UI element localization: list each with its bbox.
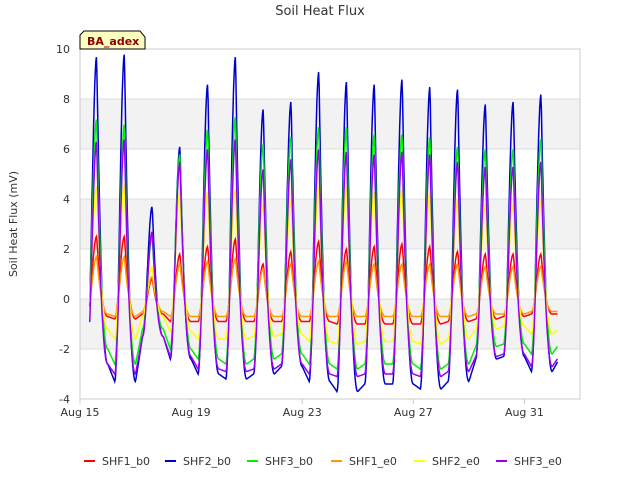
station-badge-box: [79, 30, 146, 50]
legend-label: SHF1_b0: [102, 455, 150, 468]
plot-frame: [79, 48, 581, 400]
background-band: [80, 299, 580, 349]
y-tick-label: -2: [59, 343, 70, 356]
y-tick-label: 2: [63, 243, 70, 256]
series-lines: [88, 54, 559, 394]
x-tick-label: Aug 31: [505, 406, 544, 419]
x-tick-label: Aug 23: [283, 406, 322, 419]
y-tick-label: 0: [63, 293, 70, 306]
x-tick-label: Aug 19: [172, 406, 211, 419]
station-badge-label: BA_adex: [87, 35, 139, 48]
legend-label: SHF3_e0: [514, 455, 562, 468]
x-tick-label: Aug 27: [394, 406, 433, 419]
chart-title: Soil Heat Flux: [275, 4, 365, 19]
legend: SHF1_b0 SHF2_b0 SHF3_b0 SHF1_e0 SHF2_e0 SHF3_…: [84, 455, 562, 468]
y-tick-label: 10: [56, 43, 70, 56]
background-band: [80, 99, 580, 149]
station-badge: BA_adex: [79, 30, 146, 50]
y-tick-label: 4: [63, 193, 70, 206]
legend-label: SHF1_e0: [349, 455, 397, 468]
x-tick-label: Aug 15: [61, 406, 100, 419]
y-tick-label: 6: [63, 143, 70, 156]
series-line-shf3_e0: [88, 139, 559, 378]
background-band: [80, 199, 580, 249]
x-axis-ticks: Aug 15 Aug 19 Aug 23 Aug 27 Aug 31: [61, 399, 544, 419]
y-tick-label: -4: [59, 393, 70, 406]
legend-label: SHF2_e0: [432, 455, 480, 468]
y-tick-label: 8: [63, 93, 70, 106]
plot-background-bands: [80, 99, 580, 349]
y-axis-label: Soil Heat Flux (mV): [7, 171, 20, 277]
legend-label: SHF3_b0: [265, 455, 313, 468]
legend-label: SHF2_b0: [183, 455, 231, 468]
y-axis-ticks: -4 -2 0 2 4 6 8 10: [56, 43, 70, 406]
